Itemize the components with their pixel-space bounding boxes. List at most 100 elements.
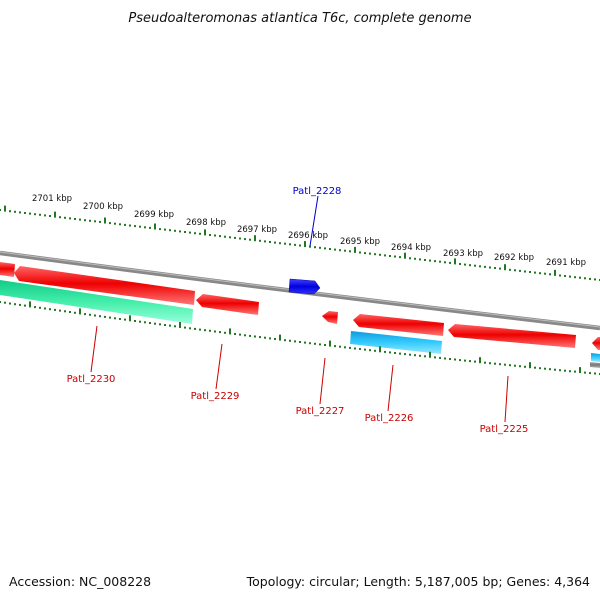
- inner-scale-tick: [479, 357, 481, 364]
- outer-scale-dot: [19, 211, 21, 214]
- kbp-label: 2696 kbp: [288, 231, 328, 241]
- gene-label-patl-2226[interactable]: Patl_2226: [365, 413, 414, 424]
- outer-scale-dot: [464, 263, 466, 266]
- leader-patl-2228: [309, 195, 319, 247]
- gene-patl-2226-red[interactable]: [353, 314, 444, 336]
- inner-scale-dot: [509, 364, 511, 367]
- gene-patl-2229[interactable]: [196, 294, 259, 315]
- inner-scale-dot: [49, 308, 51, 311]
- outer-scale-dot: [469, 264, 471, 267]
- page-title: Pseudoalteromonas atlantica T6c, complet…: [128, 11, 471, 26]
- outer-scale-dot: [324, 247, 326, 250]
- inner-scale-dot: [594, 372, 596, 375]
- gene-label-patl-2228[interactable]: Patl_2228: [293, 186, 342, 197]
- inner-scale-dot: [354, 347, 356, 350]
- inner-scale-dot: [384, 350, 386, 353]
- inner-scale-dots: [0, 301, 600, 375]
- inner-scale-dot: [64, 310, 66, 313]
- inner-scale-ticks: [29, 301, 581, 374]
- gene-left-edge[interactable]: [0, 262, 15, 277]
- outer-scale-dot: [289, 243, 291, 246]
- inner-scale-dot: [584, 371, 586, 374]
- outer-scale-dot: [264, 240, 266, 243]
- outer-scale-dot: [484, 265, 486, 268]
- gene-patl-2227[interactable]: [322, 311, 338, 324]
- leader-patl-2226: [387, 364, 394, 412]
- outer-scale-dot: [594, 278, 596, 281]
- kbp-label: 2694 kbp: [391, 243, 431, 253]
- inner-scale-dot: [154, 322, 156, 325]
- inner-scale-dot: [104, 315, 106, 318]
- inner-scale-tick: [329, 340, 331, 347]
- leader-patl-2230: [90, 325, 98, 373]
- outer-scale-dot: [214, 234, 216, 237]
- leader-patl-2227: [319, 357, 326, 405]
- outer-scale-dot: [329, 248, 331, 250]
- outer-scale-dot: [209, 234, 211, 236]
- outer-scale-dot: [244, 238, 246, 241]
- outer-scale-dot: [179, 230, 181, 233]
- inner-scale-dot: [359, 348, 361, 350]
- gene-patl-2230[interactable]: [14, 266, 195, 305]
- outer-scale-dot: [299, 244, 301, 247]
- gene-label-patl-2230[interactable]: Patl_2230: [67, 374, 116, 385]
- feature-patl-2230-green[interactable]: [0, 280, 193, 324]
- inner-scale-dot: [449, 358, 451, 360]
- gene-right-edge[interactable]: [592, 337, 600, 350]
- outer-scale-dot: [14, 210, 16, 213]
- inner-scale-dot: [434, 356, 436, 359]
- outer-scale-dot: [174, 229, 176, 232]
- feature-patl-2226-blue[interactable]: [350, 331, 442, 354]
- outer-scale-dot: [64, 216, 66, 219]
- inner-scale-dot: [234, 333, 236, 335]
- inner-scale-dot: [414, 354, 416, 357]
- inner-scale-tick: [29, 301, 31, 308]
- inner-scale-dot: [149, 322, 151, 324]
- gene-label-patl-2225[interactable]: Patl_2225: [480, 424, 529, 435]
- outer-scale-dot: [359, 251, 361, 254]
- gene-label-patl-2227[interactable]: Patl_2227: [296, 406, 345, 417]
- outer-scale-dot: [9, 210, 11, 213]
- outer-scale-dot: [294, 243, 296, 246]
- feature-right-edge-gray[interactable]: [590, 362, 600, 368]
- outer-scale-dot: [169, 229, 171, 232]
- inner-scale-dot: [549, 368, 551, 371]
- inner-scale-dot: [589, 372, 591, 375]
- outer-scale-dot: [509, 268, 511, 271]
- inner-scale-tick: [229, 328, 231, 335]
- inner-scale-dot: [259, 336, 261, 339]
- gene-patl-2225[interactable]: [448, 324, 576, 348]
- inner-scale-dot: [0, 301, 1, 303]
- gene-label-patl-2229[interactable]: Patl_2229: [191, 391, 240, 402]
- leader-patl-2225: [504, 375, 509, 423]
- outer-scale-tick: [254, 235, 256, 242]
- outer-scale-dot: [574, 276, 576, 279]
- outer-scale-dot: [269, 241, 271, 243]
- inner-scale-dot: [244, 334, 246, 337]
- outer-scale-dot: [379, 253, 381, 256]
- outer-scale-dot: [479, 265, 481, 268]
- inner-scale-dot: [199, 328, 201, 331]
- inner-scale-dot: [54, 308, 56, 311]
- inner-scale-dot: [109, 316, 111, 319]
- inner-scale-dot: [189, 327, 191, 330]
- outer-scale-dot: [444, 261, 446, 264]
- inner-scale-dot: [304, 341, 306, 344]
- outer-scale-dot: [369, 252, 371, 255]
- gene-labels: Patl_2228 Patl_2230 Patl_2229 Patl_2227 …: [67, 186, 529, 435]
- inner-scale-tick: [429, 351, 431, 358]
- gene-patl-2228[interactable]: [288, 278, 321, 295]
- kbp-label: 2699 kbp: [134, 210, 174, 220]
- inner-scale-dot: [374, 349, 376, 352]
- inner-scale-dot: [139, 320, 141, 323]
- inner-scale-dot: [159, 323, 161, 326]
- feature-right-edge-blue[interactable]: [591, 353, 600, 362]
- kbp-labels: 2701 kbp 2700 kbp 2699 kbp 2698 kbp 2697…: [32, 194, 586, 268]
- outer-scale-tick: [304, 241, 306, 248]
- outer-scale-tick: [454, 258, 456, 265]
- inner-scale-dot: [299, 341, 301, 343]
- outer-scale-dot: [59, 216, 61, 219]
- outer-scale-dot: [459, 263, 461, 265]
- inner-scale-dot: [314, 342, 316, 345]
- inner-scale-dot: [534, 366, 536, 369]
